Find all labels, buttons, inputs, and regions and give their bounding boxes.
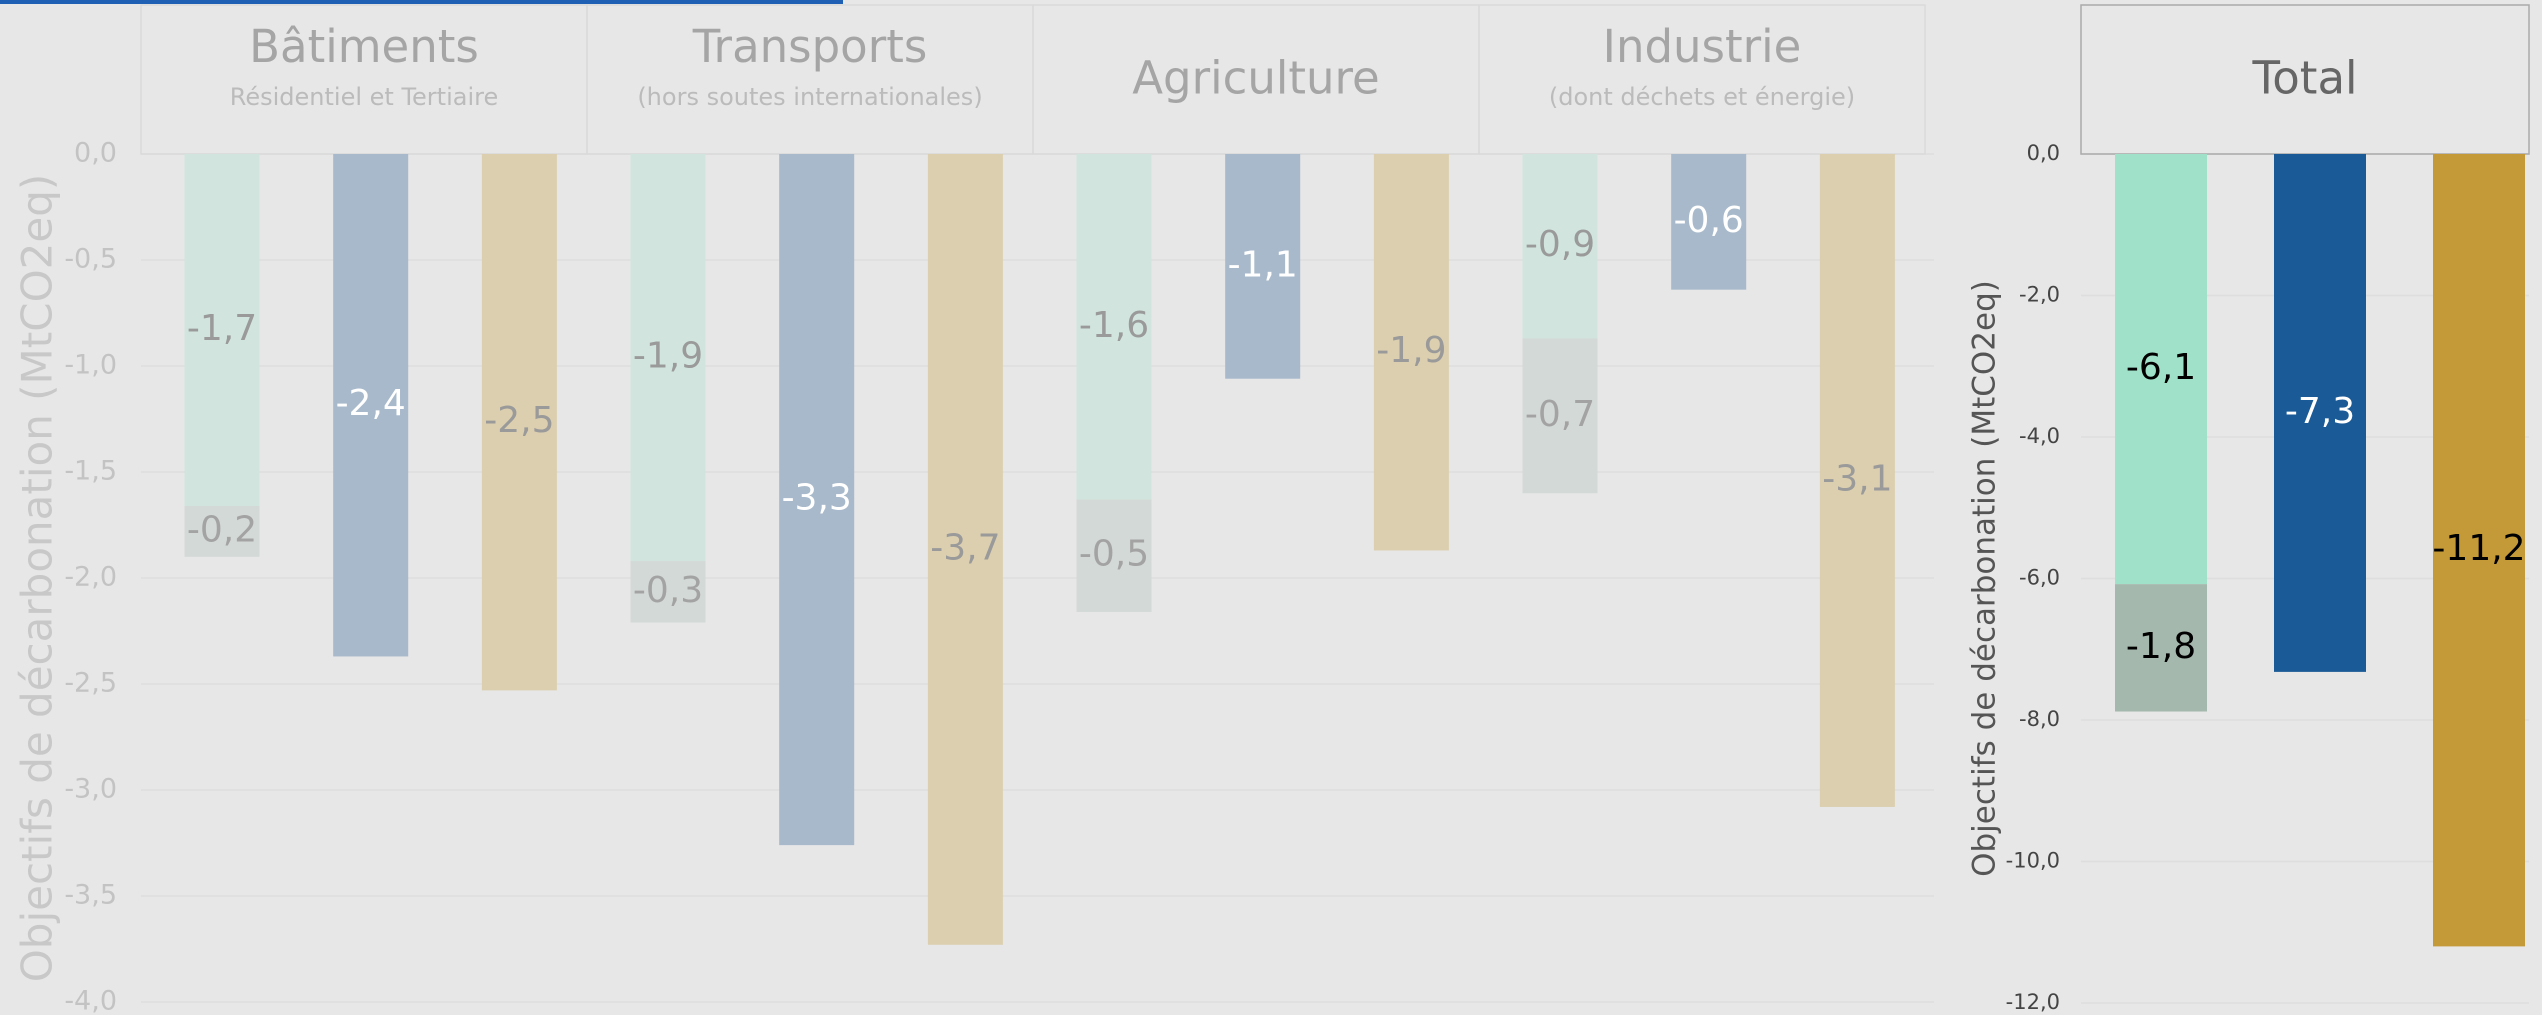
y-tick-label: -0,5 bbox=[64, 244, 117, 275]
bar bbox=[927, 154, 1003, 945]
data-label: -0,3 bbox=[633, 570, 703, 611]
y-tick-label: -4,0 bbox=[64, 986, 117, 1015]
bar bbox=[1819, 154, 1895, 807]
bar bbox=[333, 154, 409, 657]
data-label: -1,6 bbox=[1079, 305, 1149, 346]
group-title: Bâtiments bbox=[249, 20, 479, 73]
y-tick-label: -2,0 bbox=[2019, 283, 2060, 307]
bar bbox=[630, 154, 706, 562]
data-label: -1,7 bbox=[187, 308, 257, 349]
y-tick-label: -12,0 bbox=[2006, 990, 2060, 1014]
y-tick-label: -8,0 bbox=[2019, 707, 2060, 731]
y-tick-label: -2,5 bbox=[64, 668, 117, 699]
bar bbox=[630, 561, 706, 623]
y-tick-label: 0,0 bbox=[74, 138, 117, 169]
y-tick-label: 0,0 bbox=[2027, 141, 2060, 165]
data-label: -0,6 bbox=[1674, 200, 1744, 241]
data-label: -1,9 bbox=[1376, 330, 1446, 371]
y-tick-label: -3,0 bbox=[64, 774, 117, 805]
data-label: -1,9 bbox=[633, 336, 703, 377]
bar bbox=[1522, 154, 1598, 339]
bar bbox=[1225, 154, 1301, 379]
data-label: -1,1 bbox=[1228, 244, 1298, 285]
bar bbox=[2274, 154, 2366, 672]
group-subtitle: Résidentiel et Tertiaire bbox=[230, 83, 498, 111]
y-tick-label: -6,0 bbox=[2019, 566, 2060, 590]
group-subtitle: (dont déchets et énergie) bbox=[1549, 83, 1855, 111]
data-label: -11,2 bbox=[2432, 528, 2525, 569]
data-label: -2,5 bbox=[484, 400, 554, 441]
bar bbox=[1671, 154, 1747, 290]
bar bbox=[1522, 338, 1598, 494]
data-label: -1,8 bbox=[2126, 626, 2196, 667]
bar bbox=[2115, 584, 2207, 712]
data-label: -3,7 bbox=[930, 527, 1000, 568]
bar bbox=[2115, 154, 2207, 585]
data-label: -0,7 bbox=[1525, 394, 1595, 435]
group-title: Industrie bbox=[1603, 20, 1802, 73]
data-label: -3,3 bbox=[782, 478, 852, 519]
y-tick-label: -3,5 bbox=[64, 880, 117, 911]
data-label: -6,1 bbox=[2126, 347, 2196, 388]
y-tick-label: -2,0 bbox=[64, 562, 117, 593]
group-title: Total bbox=[2251, 52, 2357, 105]
y-tick-label: -1,5 bbox=[64, 456, 117, 487]
bar bbox=[1076, 154, 1152, 500]
y-axis-title: Objectifs de décarbonation (MtCO2eq) bbox=[13, 174, 62, 983]
bar bbox=[481, 154, 557, 691]
bar bbox=[184, 154, 260, 506]
y-tick-label: -10,0 bbox=[2006, 849, 2060, 873]
bar bbox=[1373, 154, 1449, 551]
y-tick-label: -4,0 bbox=[2019, 424, 2060, 448]
group-title: Agriculture bbox=[1132, 52, 1379, 105]
data-label: -7,3 bbox=[2285, 391, 2355, 432]
group-subtitle: (hors soutes internationales) bbox=[637, 83, 982, 111]
data-label: -0,5 bbox=[1079, 534, 1149, 575]
data-label: -3,1 bbox=[1822, 458, 1892, 499]
y-axis-title: Objectifs de décarbonation (MtCO2eq) bbox=[1967, 280, 2003, 877]
top-bar bbox=[0, 0, 843, 4]
data-label: -2,4 bbox=[336, 383, 406, 424]
bar bbox=[184, 505, 260, 557]
y-tick-label: -1,0 bbox=[64, 350, 117, 381]
data-label: -0,9 bbox=[1525, 224, 1595, 265]
group-title: Transports bbox=[692, 20, 928, 73]
bar bbox=[2433, 154, 2525, 947]
data-label: -0,2 bbox=[187, 509, 257, 550]
bar bbox=[779, 154, 855, 846]
bar bbox=[1076, 499, 1152, 612]
